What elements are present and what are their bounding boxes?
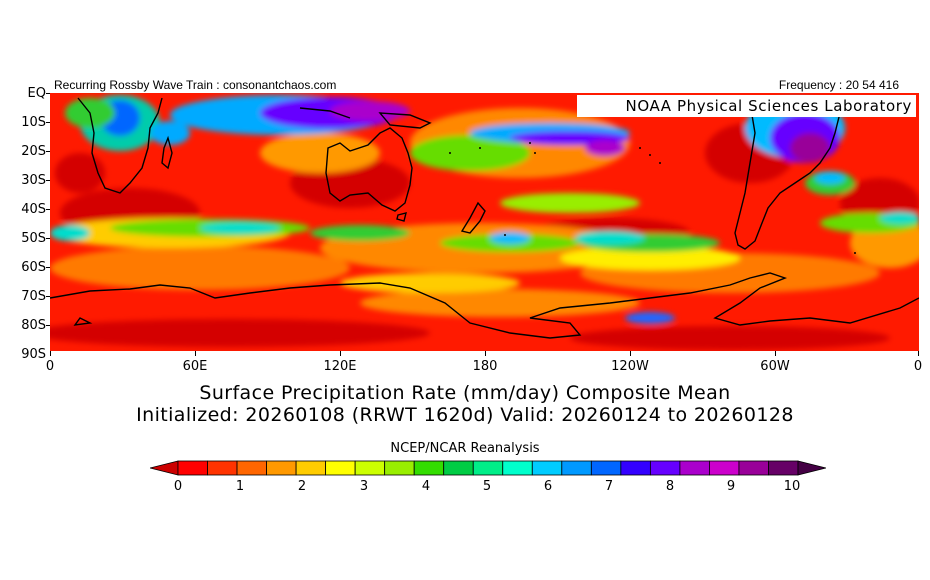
colorbar-swatch [502, 460, 533, 476]
colorbar-label: 2 [297, 479, 307, 494]
lon-label-120e: 120E [323, 359, 357, 374]
lon-label-60e: 60E [182, 359, 208, 374]
colorbar-label: 3 [359, 479, 369, 494]
y-tick [46, 325, 50, 326]
colorbar-swatch [325, 460, 356, 476]
precipitation-map [50, 93, 919, 351]
lon-label-120w: 120W [611, 359, 649, 374]
colorbar-swatch [531, 460, 563, 476]
y-tick [46, 180, 50, 181]
data-source-label: NCEP/NCAR Reanalysis [390, 441, 540, 456]
color-scale-bar [150, 460, 826, 476]
y-tick [46, 151, 50, 152]
x-tick [195, 351, 196, 356]
colorbar-label: 5 [482, 479, 492, 494]
colorbar-swatch [236, 460, 267, 476]
lat-label-40s: 40S [21, 202, 46, 217]
y-tick [46, 238, 50, 239]
x-tick [485, 351, 486, 356]
lon-label-0-end: 0 [913, 359, 923, 374]
map-subtitle: Initialized: 20260108 (RRWT 1620d) Valid… [136, 404, 794, 426]
colorbar-swatch [679, 460, 710, 476]
colorbar-label: 7 [604, 479, 614, 494]
lat-label-10s: 10S [21, 115, 46, 130]
lat-label-70s: 70S [21, 289, 46, 304]
colorbar-swatch [768, 460, 799, 476]
y-tick [46, 296, 50, 297]
x-tick [918, 351, 919, 356]
x-tick [50, 351, 51, 356]
colorbar-swatch [266, 460, 297, 476]
lat-label-eq: EQ [27, 86, 46, 101]
colorbar-swatch [649, 460, 681, 476]
header-left-text: Recurring Rossby Wave Train : consonantc… [54, 78, 337, 92]
y-tick [46, 93, 50, 94]
x-tick [340, 351, 341, 356]
header-frequency-text: Frequency : 20 54 416 [778, 78, 899, 92]
colorbar-label: 1 [235, 479, 245, 494]
colorbar-swatch [709, 460, 740, 476]
y-tick [46, 209, 50, 210]
x-tick [630, 351, 631, 356]
lat-label-30s: 30S [21, 173, 46, 188]
y-tick [46, 122, 50, 123]
colorbar-swatch [738, 460, 769, 476]
colorbar-label: 9 [726, 479, 736, 494]
colorbar-swatch [413, 460, 445, 476]
colorbar-swatch [472, 460, 504, 476]
lat-label-60s: 60S [21, 260, 46, 275]
colorbar-swatch [207, 460, 238, 476]
lat-label-90s: 90S [21, 347, 46, 362]
map-title: Surface Precipitation Rate (mm/day) Comp… [199, 382, 731, 404]
colorbar-swatch [384, 460, 415, 476]
colorbar-label: 8 [665, 479, 675, 494]
colorbar-swatch [561, 460, 592, 476]
colorbar-over-arrow [797, 460, 826, 476]
lab-name-box: NOAA Physical Sciences Laboratory [577, 95, 916, 117]
lon-label-60w: 60W [760, 359, 790, 374]
colorbar-label: 10 [783, 479, 801, 494]
colorbar-swatch [443, 460, 474, 476]
colorbar-swatch [354, 460, 386, 476]
colorbar-swatch [620, 460, 651, 476]
lat-label-50s: 50S [21, 231, 46, 246]
x-tick [775, 351, 776, 356]
lon-label-0: 0 [45, 359, 55, 374]
colorbar-label: 4 [421, 479, 431, 494]
colorbar-swatch [590, 460, 622, 476]
colorbar-swatch [295, 460, 327, 476]
lat-label-20s: 20S [21, 144, 46, 159]
y-tick [46, 267, 50, 268]
colorbar-under-arrow [150, 460, 179, 476]
colorbar-label: 0 [173, 479, 183, 494]
lat-label-80s: 80S [21, 318, 46, 333]
colorbar-label: 6 [543, 479, 553, 494]
lon-label-180: 180 [472, 359, 498, 374]
colorbar-swatch [177, 460, 208, 476]
